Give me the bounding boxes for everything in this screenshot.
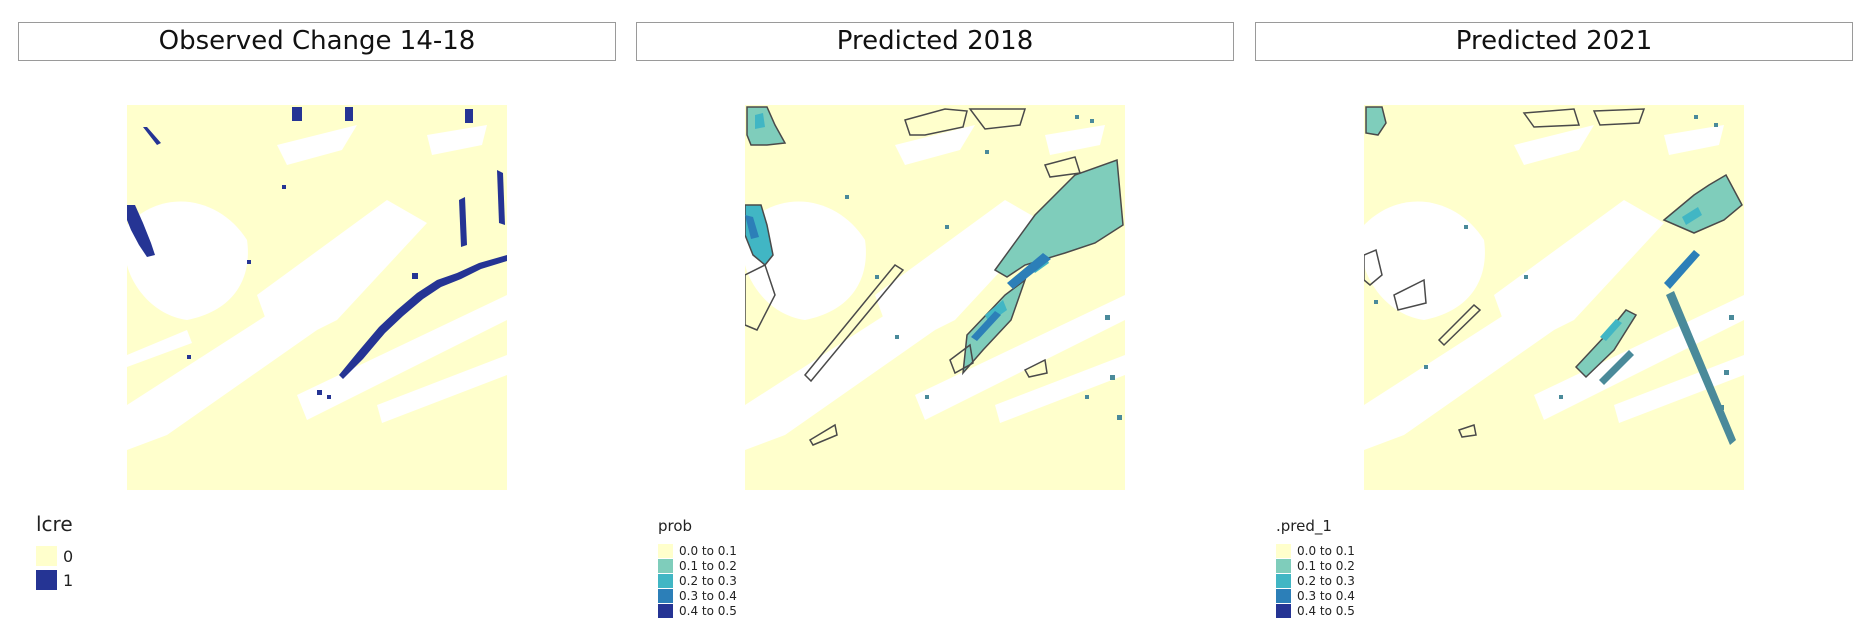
legend-label: 0.1 to 0.2	[679, 558, 737, 573]
observed-change-cells	[127, 107, 507, 399]
legend-swatch	[658, 543, 673, 558]
raster-map-predicted-2018	[745, 105, 1125, 490]
high-prob-cells	[1664, 250, 1700, 289]
legend-label: 0	[63, 546, 74, 566]
legend-item: 0.4 to 0.5	[658, 603, 737, 618]
legend-swatch	[658, 588, 673, 603]
raster-map-predicted-2021	[1364, 105, 1744, 490]
panel-title: Predicted 2021	[1255, 22, 1853, 61]
map-panel-predicted-2021: Predicted 2021	[1255, 0, 1855, 635]
legend-item: 0.3 to 0.4	[1276, 588, 1355, 603]
map-panel-predicted-2018: Predicted 2018	[636, 0, 1236, 635]
no-data-gaps	[1364, 125, 1744, 450]
legend-label: 0.3 to 0.4	[1297, 588, 1355, 603]
legend-swatch	[658, 573, 673, 588]
legend-label: 0.0 to 0.1	[1297, 543, 1355, 558]
legend-label: 0.3 to 0.4	[679, 588, 737, 603]
legend-swatch	[1276, 588, 1291, 603]
legend-label: 0.1 to 0.2	[1297, 558, 1355, 573]
legend-label: 0.2 to 0.3	[679, 573, 737, 588]
no-data-gaps	[745, 125, 1125, 450]
scattered-prediction-cells	[845, 115, 1122, 420]
legend-title: prob	[658, 517, 693, 535]
legend-swatch	[658, 558, 673, 573]
panel-title: Predicted 2018	[636, 22, 1234, 61]
legend-item: 0.1 to 0.2	[1276, 558, 1355, 573]
legend-item: 0.3 to 0.4	[658, 588, 737, 603]
legend-label: 0.4 to 0.5	[679, 603, 737, 618]
legend-swatch	[1276, 558, 1291, 573]
legend-title: lcre	[36, 512, 73, 536]
prediction-outlines	[745, 106, 1124, 446]
high-prob-cells	[745, 215, 1051, 341]
legend: lcre 0 1	[36, 512, 73, 592]
legend-item: 0.4 to 0.5	[1276, 603, 1355, 618]
legend-item: 0.1 to 0.2	[658, 558, 737, 573]
legend-swatch	[1276, 603, 1291, 618]
legend-label: 1	[63, 570, 74, 590]
scattered-prediction-cells	[1374, 115, 1736, 445]
legend-label: 0.4 to 0.5	[1297, 603, 1355, 618]
mid-prob-cells	[1600, 207, 1702, 341]
legend: prob 0.0 to 0.1 0.1 to 0.2 0.2 to 0.3 0.…	[658, 517, 737, 618]
map-panel-observed: Observed Change 14-18 lcre	[18, 0, 618, 635]
legend-swatch	[1276, 573, 1291, 588]
legend-item: 0.0 to 0.1	[1276, 543, 1355, 558]
legend-item: 0	[36, 544, 73, 568]
legend-swatch	[36, 570, 57, 590]
legend-swatch	[658, 603, 673, 618]
legend-title: .pred_1	[1276, 517, 1332, 535]
no-data-gaps	[127, 125, 507, 450]
legend-label: 0.0 to 0.1	[679, 543, 737, 558]
legend-swatch	[36, 546, 57, 566]
legend-item: 1	[36, 568, 73, 592]
legend-item: 0.2 to 0.3	[658, 573, 737, 588]
panel-title: Observed Change 14-18	[18, 22, 616, 61]
legend: .pred_1 0.0 to 0.1 0.1 to 0.2 0.2 to 0.3…	[1276, 517, 1355, 618]
legend-label: 0.2 to 0.3	[1297, 573, 1355, 588]
raster-map-observed	[127, 105, 507, 490]
legend-swatch	[1276, 543, 1291, 558]
legend-item: 0.0 to 0.1	[658, 543, 737, 558]
legend-item: 0.2 to 0.3	[1276, 573, 1355, 588]
